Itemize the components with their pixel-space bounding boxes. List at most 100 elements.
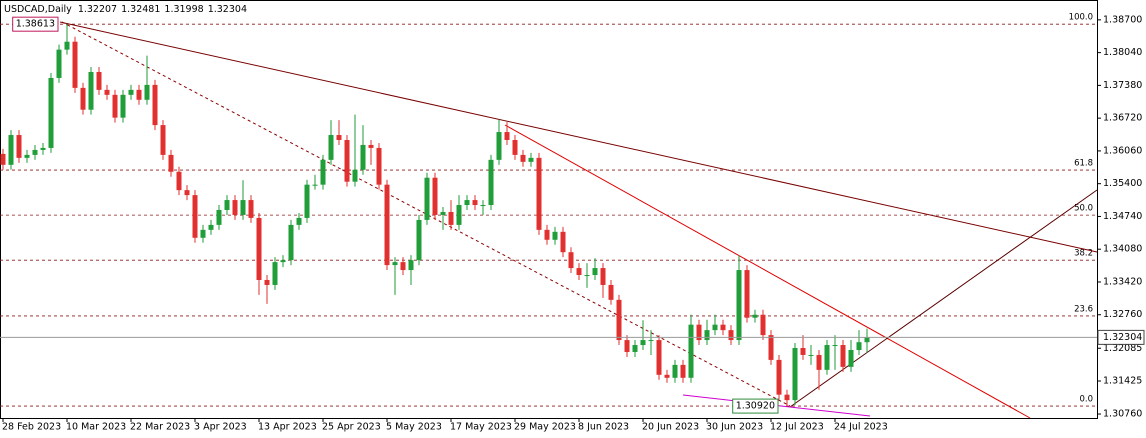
- candle-body: [256, 217, 262, 280]
- candles: [0, 24, 870, 407]
- candle-body: [696, 324, 702, 341]
- candle-body: [760, 314, 766, 336]
- candle-body: [808, 354, 814, 356]
- ohlc-close: 1.32304: [208, 4, 247, 15]
- y-tick-label: 1.30760: [1103, 409, 1142, 420]
- candle-body: [392, 262, 398, 266]
- candle-body: [440, 211, 446, 215]
- candle-body: [840, 345, 846, 367]
- candle-body: [680, 364, 686, 378]
- candle-body: [304, 184, 310, 218]
- x-tick-label: 10 Mar 2023: [66, 422, 126, 433]
- candle-body: [512, 139, 518, 155]
- candle-body: [72, 41, 78, 88]
- y-tick-label: 1.36720: [1103, 113, 1142, 124]
- plot-frame: [0, 0, 1098, 419]
- candle-body: [640, 340, 646, 346]
- candle-body: [16, 135, 22, 158]
- candle-body: [664, 374, 670, 378]
- candle-body: [128, 89, 134, 95]
- candle-body: [120, 94, 126, 118]
- candle-body: [8, 135, 14, 165]
- candle-body: [720, 324, 726, 331]
- price-label: 1.30920: [736, 401, 775, 412]
- candle-body: [824, 345, 830, 370]
- candle-body: [376, 147, 382, 185]
- y-tick-label: 1.34080: [1103, 244, 1142, 255]
- candle-body: [744, 270, 750, 318]
- symbol: USDCAD,Daily: [4, 4, 72, 15]
- candle-body: [32, 149, 38, 155]
- candle-body: [56, 49, 62, 78]
- candle-body: [352, 169, 358, 182]
- candle-body: [576, 268, 582, 276]
- candle-body: [384, 184, 390, 266]
- candle-body: [64, 41, 70, 50]
- candle-body: [192, 195, 198, 238]
- x-tick-label: 29 May 2023: [514, 422, 576, 433]
- candle-body: [544, 229, 550, 240]
- candle-body: [608, 284, 614, 300]
- candle-body: [864, 337, 870, 343]
- candle-body: [688, 324, 694, 378]
- candle-body: [312, 184, 318, 186]
- candle-body: [816, 354, 822, 370]
- x-tick-label: 20 Jun 2023: [642, 422, 699, 433]
- candle-body: [152, 84, 158, 126]
- x-tick-label: 3 Apr 2023: [194, 422, 247, 433]
- x-tick-label: 17 May 2023: [450, 422, 512, 433]
- candle-body: [160, 125, 166, 155]
- candle-body: [344, 139, 350, 182]
- candle-body: [168, 154, 174, 172]
- candle-body: [88, 71, 94, 110]
- current-price-label: 1.32304: [1103, 332, 1142, 343]
- candle-body: [48, 77, 54, 148]
- candle-body: [528, 157, 534, 162]
- price-label-box: [12, 16, 59, 32]
- chart-header: USDCAD,Daily 1.32207 1.32481 1.31998 1.32304: [4, 4, 247, 15]
- candle-body: [504, 132, 510, 140]
- y-tick-label: 1.35400: [1103, 178, 1142, 189]
- price-label: 1.38613: [16, 19, 55, 30]
- candle-body: [456, 205, 462, 225]
- candle-body: [184, 190, 190, 196]
- y-tick-label: 1.36060: [1103, 145, 1142, 156]
- candle-body: [592, 268, 598, 276]
- y-tick-label: 1.37380: [1103, 80, 1142, 91]
- candle-body: [584, 275, 590, 277]
- candle-body: [240, 200, 246, 215]
- candle-body: [848, 349, 854, 367]
- candle-body: [672, 364, 678, 378]
- x-tick-label: 13 Apr 2023: [258, 422, 317, 433]
- trend-line: [504, 124, 1031, 419]
- candle-body: [432, 177, 438, 215]
- trend-line: [59, 21, 1098, 253]
- candle-body: [712, 324, 718, 331]
- candle-body: [288, 224, 294, 261]
- candle-body: [320, 159, 326, 185]
- candle-body: [648, 340, 654, 342]
- candle-body: [480, 205, 486, 207]
- candle-body: [200, 229, 206, 238]
- candle-body: [536, 157, 542, 230]
- candle-body: [232, 200, 238, 215]
- candle-body: [216, 209, 222, 225]
- candle-body: [328, 135, 334, 160]
- candle-body: [136, 89, 142, 100]
- candle-body: [832, 345, 838, 347]
- candle-body: [496, 132, 502, 160]
- candle-body: [752, 314, 758, 318]
- x-tick-label: 8 Jun 2023: [578, 422, 629, 433]
- candle-body: [448, 211, 454, 225]
- candle-body: [520, 154, 526, 162]
- ohlc-open: 1.32207: [78, 4, 117, 15]
- candle-body: [0, 153, 6, 165]
- candle-body: [112, 94, 118, 118]
- candle-body: [368, 144, 374, 148]
- candle-body: [656, 340, 662, 375]
- candle-body: [768, 335, 774, 360]
- y-tick-label: 1.32760: [1103, 309, 1142, 320]
- candle-body: [704, 330, 710, 341]
- fib-level-label: 50.0: [1074, 204, 1093, 214]
